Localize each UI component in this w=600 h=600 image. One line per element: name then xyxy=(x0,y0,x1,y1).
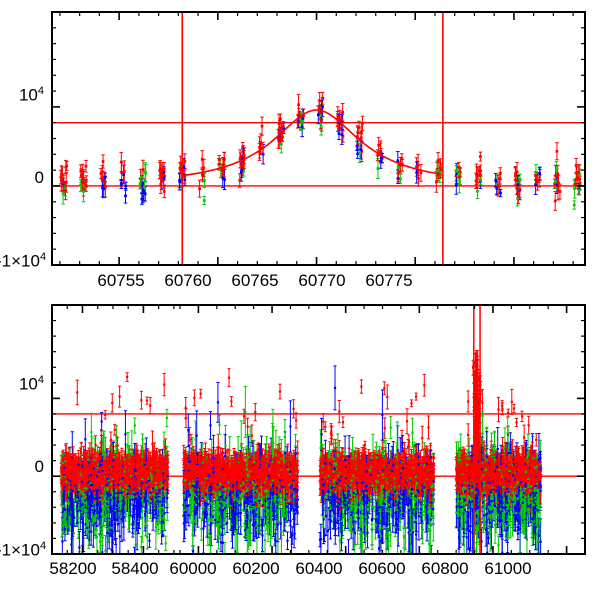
bottom-xtick-label-60200: 60200 xyxy=(211,560,301,577)
bottom-panel-plot xyxy=(51,304,586,555)
top-xtick-label-60770: 60770 xyxy=(277,272,367,289)
top-xtick-label-60760: 60760 xyxy=(143,272,233,289)
bottom-xtick-label-60000: 60000 xyxy=(148,560,238,577)
top-ytick-label-1e4: 104 xyxy=(0,86,44,104)
bottom-panel: 104 0 -1×104 58200 58400 60000 60200 604… xyxy=(0,295,600,600)
bottom-ytick-label-neg1e4: -1×104 xyxy=(0,541,46,559)
bottom-xtick-label-61000: 61000 xyxy=(463,560,553,577)
top-ytick-label-0: 0 xyxy=(0,169,44,186)
top-panel-plot xyxy=(51,11,586,266)
top-ytick-label-neg1e4: -1×104 xyxy=(0,252,46,270)
bottom-xtick-label-60600: 60600 xyxy=(337,560,427,577)
bottom-ytick-label-1e4: 104 xyxy=(0,375,44,393)
top-xtick-label-60755: 60755 xyxy=(76,272,166,289)
top-panel: 104 0 -1×104 60755 60760 60765 60770 607… xyxy=(0,0,600,295)
top-xtick-label-60765: 60765 xyxy=(210,272,300,289)
bottom-ytick-label-0: 0 xyxy=(0,458,44,475)
top-xtick-label-60775: 60775 xyxy=(344,272,434,289)
bottom-xtick-label-60800: 60800 xyxy=(400,560,490,577)
bottom-xtick-label-58400: 58400 xyxy=(90,560,180,577)
bottom-xtick-label-58200: 58200 xyxy=(28,560,118,577)
bottom-xtick-label-60400: 60400 xyxy=(274,560,364,577)
